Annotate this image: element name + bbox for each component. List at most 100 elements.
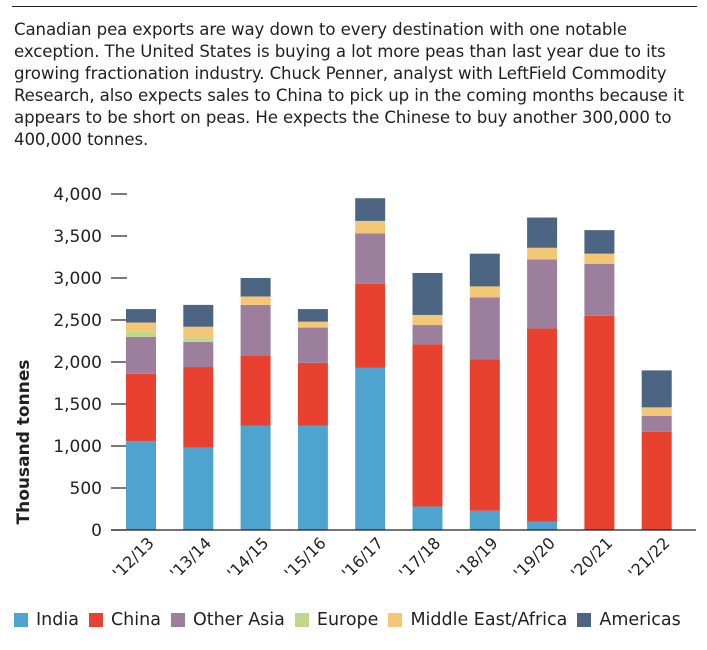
- bar-segment: [240, 296, 271, 305]
- stacked-bar-chart: 05001,0001,5002,0002,5003,0003,5004,000 …: [14, 185, 696, 583]
- legend-swatch: [14, 613, 28, 627]
- legend-label: Americas: [599, 610, 681, 630]
- y-tick-label: 1,500: [53, 395, 102, 415]
- bar-segment: [355, 220, 386, 234]
- bar-segment: [641, 431, 672, 530]
- bar-segment: [297, 321, 328, 328]
- bar-segment: [126, 336, 156, 374]
- bar-segment: [584, 230, 615, 254]
- y-tick-label: 500: [70, 479, 102, 499]
- bar-segment: [183, 304, 214, 327]
- bar-segment: [469, 297, 500, 360]
- bar-segment: [412, 506, 443, 530]
- bar-segment: [183, 326, 214, 338]
- bar-segment: [527, 521, 558, 530]
- legend-swatch: [388, 613, 403, 627]
- legend-item: India: [14, 610, 79, 630]
- bar-segment: [469, 510, 500, 530]
- bar-segment: [240, 355, 271, 426]
- bar-segment: [527, 217, 558, 248]
- bar-segment: [412, 325, 443, 345]
- legend-swatch: [294, 613, 309, 627]
- y-tick-label: 2,500: [53, 311, 102, 331]
- bar-stack: [183, 304, 214, 530]
- top-rule: [12, 6, 697, 7]
- bar-segment: [297, 309, 328, 322]
- bar-stack: [641, 370, 672, 530]
- y-tick-label: 2,000: [53, 353, 102, 373]
- bar-stack: [240, 278, 271, 530]
- legend-label: Other Asia: [192, 610, 285, 630]
- y-tick-label: 3,000: [53, 269, 102, 289]
- bar-segment: [355, 198, 386, 221]
- bar-segment: [355, 233, 386, 284]
- y-tick-label: 4,000: [53, 185, 102, 205]
- bar-segment: [584, 315, 615, 530]
- bar-segment: [355, 283, 386, 368]
- x-tick-label: '16/17: [338, 533, 387, 582]
- bar-segment: [240, 425, 271, 530]
- bar-segment: [469, 253, 500, 287]
- bar-segment: [297, 327, 328, 363]
- legend-label: Middle East/Africa: [410, 610, 568, 630]
- bar-segment: [641, 415, 672, 432]
- bar-segment: [412, 272, 443, 315]
- x-tick-label: '14/15: [223, 533, 272, 582]
- bar-segment: [355, 367, 386, 530]
- bar-segment: [584, 263, 615, 316]
- bar-segment: [584, 253, 615, 264]
- bar-segment: [527, 247, 558, 260]
- bar-segment: [297, 425, 328, 530]
- y-axis-title: Thousand tonnes: [14, 360, 34, 525]
- bar-stack: [412, 272, 443, 530]
- y-tick-label: 3,500: [53, 227, 102, 247]
- legend-label: India: [36, 610, 79, 630]
- x-tick-label: '17/18: [395, 533, 444, 582]
- x-tick-label: '12/13: [109, 533, 158, 582]
- bar-stack: [584, 230, 615, 530]
- bar-segment: [297, 362, 328, 426]
- bar-segment: [126, 373, 156, 441]
- legend-item: Other Asia: [170, 610, 285, 630]
- x-tick-label: '21/22: [624, 533, 673, 582]
- chart-legend: India China Other Asia Europe Middle East/Af…: [14, 608, 691, 632]
- legend-swatch: [577, 613, 592, 627]
- bar-segment: [641, 407, 672, 416]
- y-tick-label: 1,000: [53, 437, 102, 457]
- legend-swatch: [88, 613, 103, 627]
- y-tick-label: 0: [91, 521, 102, 541]
- bar-stack: [126, 309, 156, 530]
- legend-label: Europe: [316, 610, 379, 630]
- x-tick-label: '13/14: [166, 533, 215, 582]
- legend-swatch: [170, 613, 185, 627]
- bar-segment: [126, 309, 156, 323]
- bar-segment: [183, 337, 214, 342]
- bar-stack: [355, 198, 386, 530]
- bar-stack: [527, 217, 558, 530]
- bar-segment: [126, 322, 156, 332]
- x-tick-label: '20/21: [567, 533, 616, 582]
- legend-item: Americas: [577, 610, 681, 630]
- x-tick-label: '15/16: [281, 533, 330, 582]
- bar-segment: [527, 259, 558, 329]
- x-tick-label: '19/20: [510, 533, 559, 582]
- bar-stack: [469, 253, 500, 530]
- bar-segment: [183, 367, 214, 448]
- bar-segment: [240, 278, 271, 297]
- bar-segment: [412, 314, 443, 326]
- legend-item: Europe: [294, 610, 379, 630]
- bar-segment: [527, 328, 558, 522]
- bar-segment: [469, 359, 500, 511]
- bar-segment: [183, 447, 214, 530]
- intro-paragraph: Canadian pea exports are way down to eve…: [14, 20, 684, 149]
- bar-segment: [183, 341, 214, 368]
- bar-segment: [240, 304, 271, 356]
- legend-label: China: [110, 610, 161, 630]
- x-tick-label: '18/19: [452, 533, 501, 582]
- legend-item: Middle East/Africa: [388, 610, 567, 630]
- legend-item: China: [88, 610, 161, 630]
- bar-segment: [126, 331, 156, 337]
- bar-segment: [126, 440, 156, 530]
- bar-segment: [412, 344, 443, 507]
- bar-segment: [469, 286, 500, 298]
